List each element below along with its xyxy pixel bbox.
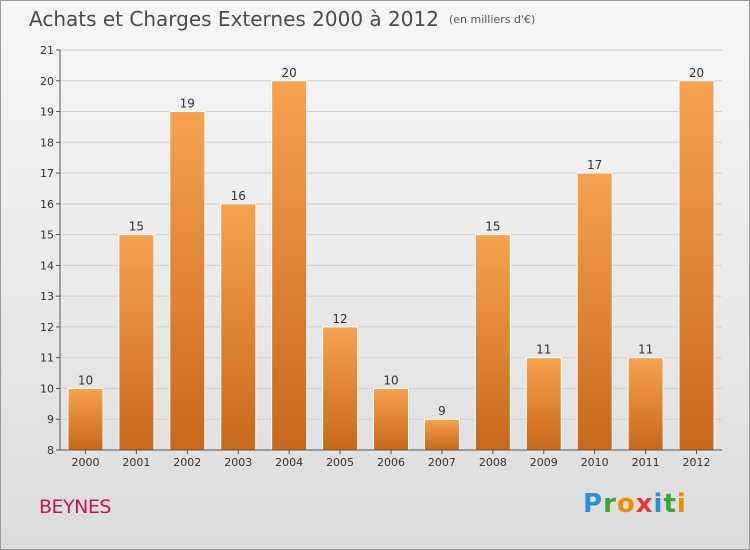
bar (678, 80, 715, 451)
y-tick-label: 10 (40, 382, 54, 395)
x-tick-label: 2010 (581, 456, 609, 469)
x-tick-label: 2000 (71, 456, 99, 469)
bar (169, 111, 206, 451)
bar-value-label: 11 (638, 343, 653, 357)
x-tick-label: 2001 (122, 456, 150, 469)
bar (627, 357, 664, 451)
y-tick-label: 15 (40, 229, 54, 242)
y-tick-label: 8 (47, 444, 54, 457)
logo-letter: x (635, 489, 654, 519)
bar-value-label: 10 (78, 373, 93, 387)
y-tick-label: 9 (47, 413, 54, 426)
y-tick-label: 20 (40, 75, 54, 88)
y-tick-label: 13 (40, 290, 54, 303)
chart-subtitle: (en milliers d'€) (448, 13, 536, 26)
x-tick-label: 2002 (173, 456, 201, 469)
bar (525, 357, 562, 451)
x-tick-label: 2007 (428, 456, 456, 469)
bar-value-label: 11 (536, 343, 551, 357)
bar (423, 418, 460, 451)
title-text: Achats et Charges Externes 2000 à 2012 (29, 7, 439, 31)
bar-value-label: 9 (438, 404, 446, 418)
x-tick-label: 2005 (326, 456, 354, 469)
bar-value-label: 20 (689, 66, 704, 80)
logo-letter: r (603, 489, 617, 519)
x-tick-label: 2012 (683, 456, 711, 469)
y-tick-label: 17 (40, 167, 54, 180)
bar-value-label: 12 (332, 312, 347, 326)
y-tick-label: 16 (40, 198, 54, 211)
bar-value-label: 19 (180, 97, 195, 111)
y-tick-label: 12 (40, 321, 54, 334)
y-tick-label: 14 (40, 259, 54, 272)
logo-letter: i (676, 489, 687, 519)
bar (220, 203, 257, 451)
x-tick-label: 2011 (632, 456, 660, 469)
logo-letter: P (583, 489, 604, 519)
logo-letter: t (663, 489, 677, 519)
y-tick-label: 18 (40, 136, 54, 149)
city-name: BEYNES (39, 496, 111, 518)
bar-value-label: 20 (282, 66, 297, 80)
x-tick-label: 2006 (377, 456, 405, 469)
y-tick-label: 21 (40, 44, 54, 57)
bar-value-label: 15 (485, 220, 500, 234)
proxiti-logo: Proxiti (583, 489, 687, 519)
logo-letter: i (653, 489, 664, 519)
x-tick-label: 2004 (275, 456, 303, 469)
y-axis: 8 9 10 11 12 13 14 15 16 17 18 19 20 21 (40, 44, 61, 457)
bar (322, 326, 359, 451)
logo-letter: o (616, 489, 636, 519)
bar (373, 387, 409, 451)
bar (67, 387, 104, 451)
bar (474, 234, 511, 451)
y-tick-label: 11 (40, 352, 54, 365)
bar (576, 172, 613, 451)
x-tick-label: 2008 (479, 456, 507, 469)
y-tick-label: 19 (40, 106, 54, 119)
bar-value-label: 17 (587, 158, 602, 172)
bars: 10 15 19 16 20 12 10 9 15 11 17 11 20 (67, 66, 715, 451)
x-tick-label: 2003 (224, 456, 252, 469)
x-tick-label: 2009 (530, 456, 558, 469)
bar (118, 234, 155, 451)
bar-value-label: 16 (231, 189, 246, 203)
chart-title: Achats et Charges Externes 2000 à 2012 (e… (29, 7, 535, 31)
bar-value-label: 10 (383, 373, 398, 387)
x-axis: 2000 2001 2002 2003 2004 2005 2006 2007 2008 2009… (60, 449, 722, 469)
bar-value-label: 15 (129, 220, 144, 234)
bar (271, 80, 308, 451)
